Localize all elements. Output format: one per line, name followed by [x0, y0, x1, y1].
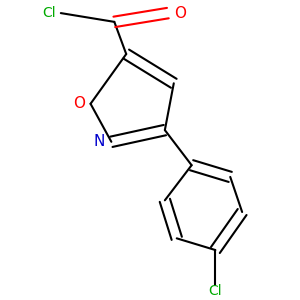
Text: O: O — [174, 6, 186, 21]
Text: O: O — [73, 96, 85, 111]
Text: N: N — [94, 134, 105, 149]
Text: Cl: Cl — [42, 6, 56, 20]
Text: Cl: Cl — [208, 284, 222, 298]
